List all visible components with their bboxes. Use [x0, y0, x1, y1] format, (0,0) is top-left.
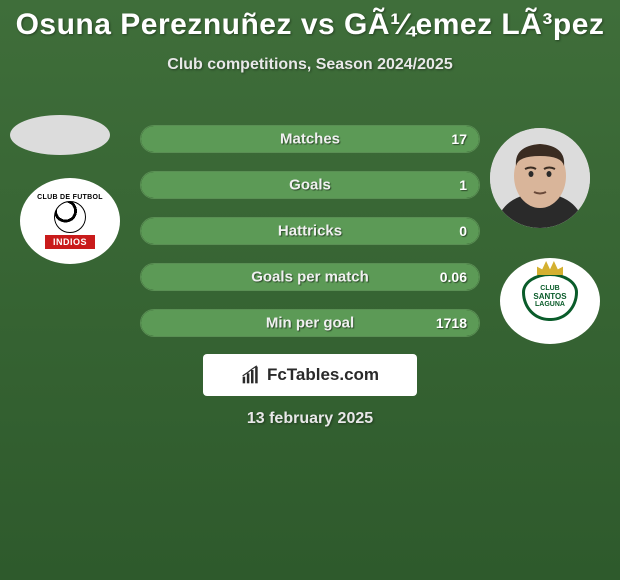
stat-value: 17 [451, 131, 467, 147]
club-right-line3: LAGUNA [535, 301, 565, 309]
player-right-avatar [490, 128, 590, 228]
crown-icon [537, 261, 563, 275]
stat-value: 0 [459, 223, 467, 239]
stat-value: 1718 [436, 315, 467, 331]
club-left-subtext: CLUB DE FUTBOL [37, 194, 103, 201]
avatar-placeholder [10, 115, 110, 155]
santos-crest-icon: CLUB SANTOS LAGUNA [516, 273, 584, 329]
page-title: Osuna Pereznuñez vs GÃ¼emez LÃ³pez [0, 0, 620, 42]
club-left-badge: CLUB DE FUTBOL INDIOS [20, 178, 120, 264]
club-left-crest: CLUB DE FUTBOL INDIOS [20, 178, 120, 264]
stat-row: Matches 17 [140, 125, 480, 153]
avatar-photo [490, 128, 590, 228]
club-right-crest: CLUB SANTOS LAGUNA [500, 258, 600, 344]
stat-row: Hattricks 0 [140, 217, 480, 245]
stats-bars: Matches 17 Goals 1 Hattricks 0 Goals per match… [140, 125, 480, 355]
player-face-icon [490, 128, 590, 228]
club-left-name: INDIOS [45, 235, 95, 249]
stat-row: Min per goal 1718 [140, 309, 480, 337]
comparison-infographic: Osuna Pereznuñez vs GÃ¼emez LÃ³pez Club … [0, 0, 620, 580]
bar-chart-icon [241, 365, 261, 385]
stat-value: 1 [459, 177, 467, 193]
subtitle: Club competitions, Season 2024/2025 [0, 56, 620, 74]
stat-label: Matches [280, 131, 340, 148]
stat-label: Min per goal [266, 315, 354, 332]
stat-value: 0.06 [440, 269, 467, 285]
stat-label: Goals [289, 177, 331, 194]
date-text: 13 february 2025 [247, 410, 373, 428]
branding-box: FcTables.com [203, 354, 417, 396]
club-right-badge: CLUB SANTOS LAGUNA [500, 258, 600, 344]
stat-row: Goals 1 [140, 171, 480, 199]
branding-text: FcTables.com [267, 365, 379, 385]
soccer-ball-icon [54, 201, 86, 233]
stat-label: Hattricks [278, 223, 342, 240]
player-left-avatar [10, 115, 110, 155]
club-right-line2: SANTOS [533, 293, 566, 302]
shield-icon: CLUB SANTOS LAGUNA [522, 273, 578, 321]
stat-label: Goals per match [251, 269, 369, 286]
stat-row: Goals per match 0.06 [140, 263, 480, 291]
